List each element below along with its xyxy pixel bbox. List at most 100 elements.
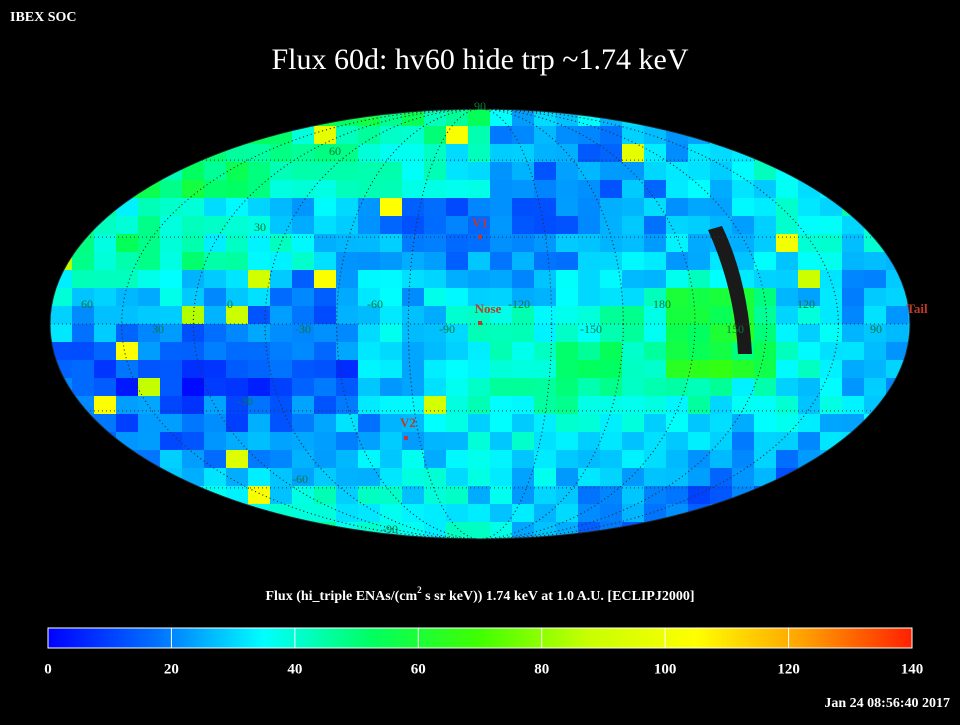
flux-cell bbox=[358, 468, 381, 487]
flux-cell bbox=[864, 162, 887, 181]
flux-cell bbox=[204, 306, 227, 325]
flux-cell bbox=[204, 109, 227, 127]
flux-cell bbox=[402, 126, 425, 145]
flux-cell bbox=[50, 126, 73, 145]
flux-cell bbox=[314, 504, 337, 523]
flux-cell bbox=[820, 378, 843, 397]
flux-cell bbox=[138, 360, 161, 379]
flux-cell bbox=[292, 432, 315, 451]
flux-cell bbox=[116, 324, 139, 343]
flux-cell bbox=[138, 198, 161, 217]
flux-cell bbox=[72, 270, 95, 289]
flux-cell bbox=[644, 396, 667, 415]
flux-cell bbox=[578, 486, 601, 505]
flux-cell bbox=[578, 396, 601, 415]
flux-cell bbox=[732, 378, 755, 397]
flux-cell bbox=[754, 109, 777, 127]
flux-cell bbox=[710, 414, 733, 433]
flux-cell bbox=[468, 360, 491, 379]
flux-cell bbox=[798, 144, 821, 163]
flux-cell bbox=[644, 252, 667, 271]
flux-cell bbox=[908, 162, 910, 181]
flux-cell bbox=[512, 180, 535, 199]
flux-cell bbox=[798, 288, 821, 307]
flux-cell bbox=[534, 468, 557, 487]
flux-cell bbox=[798, 234, 821, 253]
flux-cell bbox=[776, 432, 799, 451]
label-part: Flux (hi_triple ENAs/(cm bbox=[265, 589, 417, 604]
flux-cell bbox=[644, 216, 667, 235]
flux-cell bbox=[688, 468, 711, 487]
flux-cell bbox=[578, 252, 601, 271]
flux-cell bbox=[226, 234, 249, 253]
flux-cell bbox=[204, 360, 227, 379]
flux-cell bbox=[314, 432, 337, 451]
flux-cell bbox=[842, 324, 865, 343]
flux-cell bbox=[204, 144, 227, 163]
flux-cell bbox=[468, 306, 491, 325]
flux-cell bbox=[446, 162, 469, 181]
flux-cell bbox=[446, 270, 469, 289]
flux-cell bbox=[644, 270, 667, 289]
flux-cell bbox=[50, 342, 73, 361]
flux-cell bbox=[336, 306, 359, 325]
flux-cell bbox=[754, 198, 777, 217]
flux-cell bbox=[886, 180, 909, 199]
flux-cell bbox=[534, 162, 557, 181]
flux-cell bbox=[336, 396, 359, 415]
flux-cell bbox=[512, 216, 535, 235]
flux-cell bbox=[842, 306, 865, 325]
flux-cell bbox=[578, 414, 601, 433]
flux-cell bbox=[688, 360, 711, 379]
flux-cell bbox=[138, 270, 161, 289]
flux-cell bbox=[292, 216, 315, 235]
flux-cell bbox=[908, 126, 910, 145]
flux-cell bbox=[490, 342, 513, 361]
flux-cell bbox=[600, 450, 623, 469]
flux-cell bbox=[798, 216, 821, 235]
flux-cell bbox=[512, 378, 535, 397]
flux-cell bbox=[490, 378, 513, 397]
flux-cell bbox=[644, 378, 667, 397]
flux-cell bbox=[688, 144, 711, 163]
flux-cell bbox=[380, 396, 403, 415]
colorbar-label: Flux (hi_triple ENAs/(cm2 s sr keV)) 1.7… bbox=[265, 585, 694, 604]
flux-cell bbox=[380, 270, 403, 289]
lon-label: -150 bbox=[580, 322, 602, 336]
flux-cell bbox=[204, 378, 227, 397]
flux-cell bbox=[248, 288, 271, 307]
flux-cell bbox=[666, 180, 689, 199]
flux-cell bbox=[248, 180, 271, 199]
flux-cell bbox=[820, 109, 843, 127]
flux-cell bbox=[534, 216, 557, 235]
flux-cell bbox=[622, 450, 645, 469]
flux-cell bbox=[226, 126, 249, 145]
flux-cell bbox=[490, 288, 513, 307]
flux-cell bbox=[622, 180, 645, 199]
flux-cell bbox=[534, 342, 557, 361]
flux-cell bbox=[776, 288, 799, 307]
flux-cell bbox=[490, 216, 513, 235]
flux-cell bbox=[380, 288, 403, 307]
flux-cell bbox=[842, 270, 865, 289]
flux-cell bbox=[380, 324, 403, 343]
flux-cell bbox=[424, 109, 447, 127]
flux-cell bbox=[50, 468, 73, 487]
flux-cell bbox=[644, 432, 667, 451]
flux-cell bbox=[622, 486, 645, 505]
flux-cell bbox=[908, 450, 910, 469]
flux-cell bbox=[468, 216, 491, 235]
flux-cell bbox=[908, 414, 910, 433]
flux-cell bbox=[424, 378, 447, 397]
flux-cell bbox=[688, 198, 711, 217]
flux-cell bbox=[490, 234, 513, 253]
flux-cell bbox=[160, 432, 183, 451]
flux-cell bbox=[864, 342, 887, 361]
flux-cell bbox=[402, 198, 425, 217]
flux-cell bbox=[336, 504, 359, 523]
flux-cell bbox=[512, 198, 535, 217]
flux-cell bbox=[886, 378, 909, 397]
flux-cell bbox=[182, 342, 205, 361]
label-part: s sr keV)) 1.74 keV at 1.0 A.U. [ECLIPJ2… bbox=[422, 589, 695, 604]
flux-cell bbox=[886, 216, 909, 235]
